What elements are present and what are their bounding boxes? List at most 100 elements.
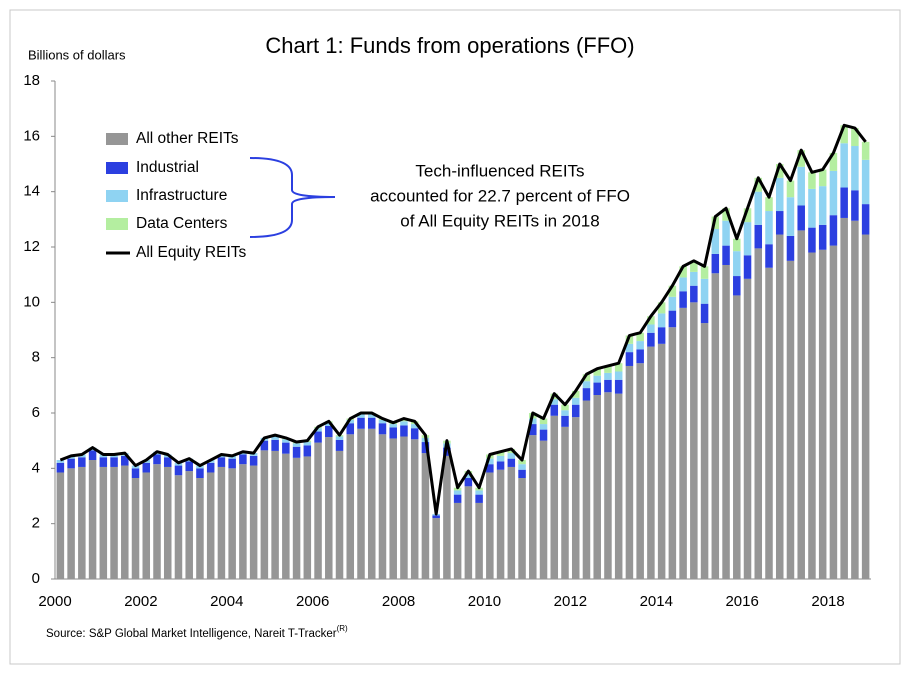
bar-segment: [657, 343, 666, 579]
bar-segment: [754, 224, 763, 249]
annotation: Tech-influenced REITs: [415, 161, 584, 180]
bar-segment: [604, 392, 612, 579]
bar-segment: [561, 415, 569, 427]
bar-segment: [475, 490, 483, 495]
x-tick-label: 2012: [554, 593, 587, 610]
bar-segment: [260, 440, 269, 451]
bar-segment: [851, 146, 859, 191]
x-tick-label: 2002: [124, 593, 157, 610]
legend-swatch: [106, 162, 128, 174]
bar-segment: [733, 251, 741, 277]
bar-segment: [453, 502, 462, 579]
bar-segment: [808, 172, 816, 189]
bar-segment: [153, 464, 161, 579]
bar-segment: [797, 150, 805, 167]
bar-segment: [496, 455, 505, 462]
bar-segment: [765, 267, 773, 579]
bar-segment: [121, 455, 129, 466]
bar-segment: [196, 478, 204, 579]
bar-segment: [335, 439, 344, 451]
bar-segment: [443, 455, 451, 579]
bar-segment: [518, 478, 526, 579]
bar-segment: [325, 422, 333, 427]
bar-segment: [121, 465, 129, 579]
bar-segment: [249, 455, 258, 466]
bar-segment: [185, 461, 193, 472]
bar-segment: [614, 393, 623, 579]
bar-segment: [163, 457, 172, 467]
bar-segment: [325, 437, 333, 579]
bar-segment: [668, 310, 677, 328]
bar-segment: [861, 204, 870, 235]
bar-segment: [668, 285, 677, 297]
bar-segment: [292, 457, 301, 579]
bar-segment: [743, 222, 752, 256]
bar-segment: [174, 475, 183, 579]
chart-title: Chart 1: Funds from operations (FFO): [265, 33, 634, 58]
legend-label: Industrial: [136, 159, 199, 176]
bar-segment: [625, 335, 634, 344]
bar-segment: [325, 426, 333, 438]
bar-segment: [561, 426, 569, 579]
legend-label: All Equity REITs: [136, 244, 247, 261]
bar-segment: [335, 436, 344, 440]
bar-segment: [303, 445, 312, 457]
bar-segment: [571, 417, 580, 579]
legend-label: Data Centers: [136, 215, 228, 232]
bar-segment: [78, 466, 86, 579]
bar-segment: [486, 464, 494, 473]
bar-segment: [432, 518, 440, 579]
bar-segment: [271, 439, 279, 451]
bar-segment: [142, 462, 151, 473]
bar-segment: [367, 428, 376, 579]
bar-segment: [679, 277, 687, 292]
bar-segment: [421, 453, 430, 579]
bar-segment: [754, 191, 763, 225]
bar-segment: [346, 434, 355, 579]
x-tick-label: 2006: [296, 593, 329, 610]
bar-segment: [786, 197, 795, 236]
y-tick-label: 10: [23, 293, 40, 310]
bar-segment: [314, 431, 322, 443]
bar-segment: [775, 177, 784, 212]
bar-segment: [786, 260, 795, 579]
bar-segment: [239, 464, 247, 579]
bar-segment: [593, 368, 601, 376]
bar-segment: [131, 468, 140, 479]
annotation: of All Equity REITs in 2018: [400, 211, 599, 230]
bar-segment: [851, 128, 859, 147]
bar-segment: [668, 327, 677, 579]
bar-segment: [529, 424, 537, 436]
bar-segment: [840, 217, 848, 579]
bar-segment: [614, 379, 623, 394]
legend-swatch: [106, 133, 128, 145]
bar-segment: [410, 428, 419, 440]
bar-segment: [808, 227, 816, 253]
bar-segment: [582, 374, 591, 382]
bar-segment: [829, 215, 838, 246]
annotation: accounted for 22.7 percent of FFO: [370, 186, 630, 205]
bar-segment: [217, 457, 226, 467]
bar-segment: [282, 442, 290, 454]
bar-segment: [367, 417, 376, 429]
bar-segment: [571, 397, 580, 405]
bar-segment: [722, 245, 730, 265]
bar-segment: [818, 249, 827, 579]
bar-segment: [378, 434, 387, 579]
bar-segment: [711, 253, 720, 274]
legend-swatch: [106, 190, 128, 202]
bar-segment: [861, 141, 870, 160]
y-tick-label: 2: [32, 515, 40, 532]
bar-segment: [679, 291, 687, 308]
bar-segment: [754, 177, 763, 192]
bar-segment: [851, 190, 859, 221]
bar-segment: [56, 472, 65, 579]
bar-segment: [657, 302, 666, 314]
bar-segment: [496, 451, 505, 456]
bar-segment: [743, 278, 752, 579]
bar-segment: [722, 208, 730, 221]
bar-segment: [861, 234, 870, 580]
bar-segment: [829, 152, 838, 171]
bar-segment: [808, 252, 816, 580]
bar-segment: [142, 472, 151, 579]
